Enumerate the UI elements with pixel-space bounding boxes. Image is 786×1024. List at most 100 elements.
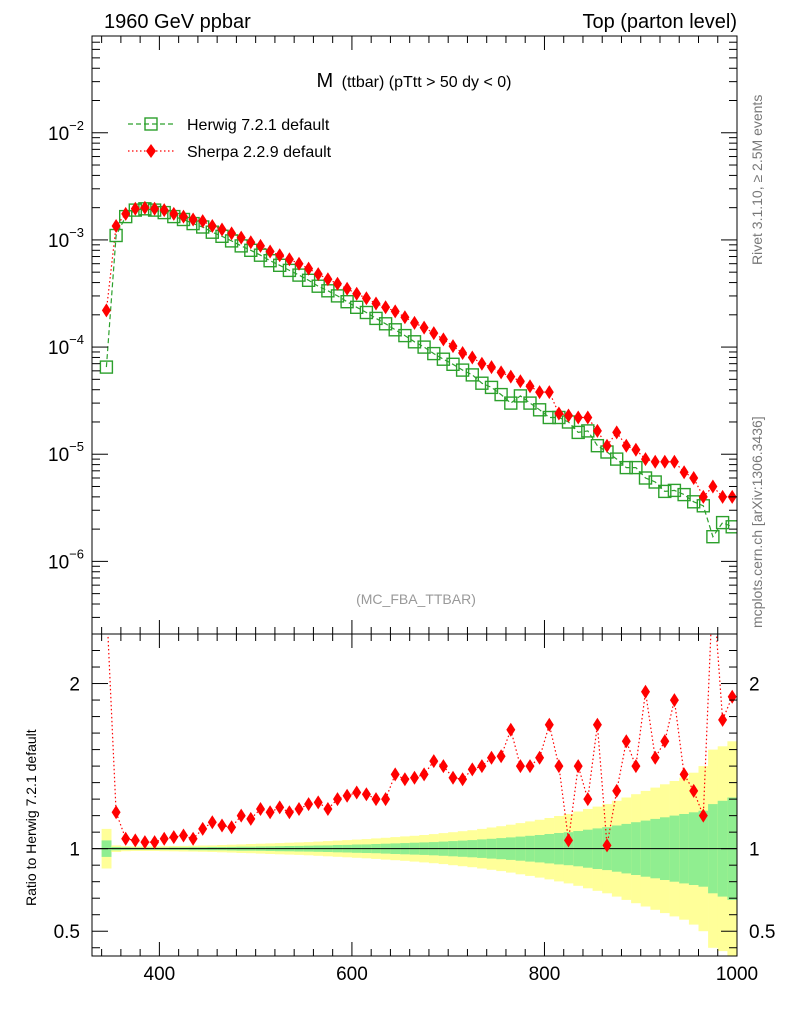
- sherpa-point: [179, 209, 188, 224]
- sherpa-point: [256, 238, 265, 253]
- herwig-point: [658, 484, 672, 499]
- y-tick-label: 10−5: [48, 439, 84, 466]
- sherpa-point: [525, 379, 535, 394]
- sherpa-point: [583, 410, 593, 425]
- sherpa-point: [554, 406, 564, 421]
- ratio-point: [515, 759, 525, 774]
- x-tick-label: 1000: [716, 964, 758, 985]
- sherpa-point: [313, 267, 323, 282]
- ratio-point: [111, 805, 121, 820]
- ratio-point: [150, 835, 160, 850]
- ratio-point: [390, 767, 400, 782]
- sherpa-point: [140, 200, 150, 215]
- ratio-point: [525, 759, 535, 774]
- ratio-point: [535, 750, 545, 765]
- ratio-point: [256, 802, 265, 816]
- ratio-point: [641, 684, 650, 699]
- sherpa-point: [458, 346, 468, 360]
- sherpa-point: [381, 300, 391, 315]
- legend-item-sherpa: Sherpa 2.2.9 default: [128, 144, 332, 161]
- sherpa-point: [101, 303, 111, 318]
- ratio-point: [130, 833, 140, 848]
- x-tick-label: 800: [529, 964, 561, 985]
- sherpa-point: [419, 320, 429, 335]
- ratio-point: [698, 808, 708, 823]
- herwig-point: [542, 410, 556, 425]
- mcplots-label: mcplots.cern.ch [arXiv:1306.3436]: [749, 416, 765, 628]
- herwig-point: [571, 425, 585, 440]
- sherpa-point: [188, 212, 198, 227]
- ratio-point: [140, 835, 150, 850]
- ratio-y-tick-label: 2: [69, 675, 80, 696]
- herwig-point: [706, 530, 720, 544]
- header-right: Top (parton level): [582, 11, 737, 33]
- herwig-point: [619, 460, 633, 475]
- y-tick-label: 10−2: [48, 118, 84, 145]
- ratio-point: [265, 805, 275, 820]
- ratio-ticks: [92, 633, 738, 956]
- sherpa-point: [342, 281, 352, 296]
- sherpa-point: [515, 374, 525, 389]
- sherpa-point: [612, 425, 622, 440]
- sherpa-point: [275, 248, 285, 263]
- sherpa-point: [217, 222, 227, 237]
- ratio-point: [506, 722, 516, 737]
- ratio-point: [602, 838, 612, 853]
- ratio-point: [275, 800, 285, 815]
- sherpa-point: [333, 276, 342, 291]
- ratio-point: [718, 712, 728, 727]
- main-ticks: [92, 35, 738, 634]
- sherpa-point: [669, 454, 679, 469]
- sherpa-point: [371, 296, 381, 311]
- x-tick-label: 600: [336, 964, 368, 985]
- x-tick-label: 400: [144, 964, 176, 985]
- plot-title-main: M: [317, 70, 334, 92]
- sherpa-point: [448, 339, 458, 354]
- sherpa-point: [130, 201, 140, 216]
- legend: Herwig 7.2.1 default Sherpa 2.2.9 defaul…: [128, 117, 332, 161]
- sherpa-point: [506, 369, 516, 384]
- ratio-point: [689, 783, 699, 798]
- ratio-point: [236, 808, 246, 823]
- sherpa-point: [689, 471, 699, 485]
- ratio-point: [400, 772, 410, 787]
- x-tick-labels: 400 600 800 1000: [144, 964, 759, 985]
- sherpa-point: [708, 479, 718, 494]
- ratio-point: [352, 785, 362, 800]
- ratio-point: [660, 734, 670, 749]
- ratio-point: [227, 820, 237, 835]
- ratio-point: [323, 802, 333, 816]
- ratio-point: [564, 833, 573, 848]
- ratio-y-tick-label: 0.5: [54, 922, 80, 943]
- ratio-point: [361, 787, 371, 802]
- ratio-point: [294, 802, 304, 816]
- sherpa-point: [660, 454, 670, 469]
- main-panel: 10−6 10−5 10−4 10−3 10−2 M (ttbar) (pTtt > 5…: [48, 35, 738, 635]
- ratio-point: [458, 772, 468, 787]
- y-tick-label: 10−4: [48, 332, 84, 359]
- plot-title-rest: (ttbar) (pTtt > 50 dy < 0): [342, 74, 512, 91]
- legend-label-sherpa: Sherpa 2.2.9 default: [187, 144, 332, 161]
- ratio-y-tick-labels: 0.5 0.5 1 1 2 2: [54, 675, 776, 944]
- herwig-point: [629, 460, 643, 475]
- ratio-point: [429, 754, 439, 769]
- herwig-point: [638, 471, 653, 485]
- sherpa-point: [410, 315, 419, 330]
- ratio-y-tick-label-right: 0.5: [749, 922, 775, 943]
- sherpa-point: [641, 452, 650, 467]
- sherpa-point: [304, 261, 314, 276]
- sherpa-point: [631, 442, 641, 457]
- herwig-point: [494, 387, 508, 402]
- sherpa-point: [429, 326, 439, 341]
- legend-item-herwig: Herwig 7.2.1 default: [128, 117, 330, 134]
- ratio-point: [487, 750, 496, 765]
- sherpa-point: [467, 350, 477, 365]
- sherpa-point: [477, 356, 487, 371]
- sherpa-point: [323, 272, 333, 287]
- series-line-0: [105, 208, 733, 539]
- main-marks: [99, 200, 737, 544]
- ratio-frame: [91, 633, 738, 957]
- sherpa-point: [227, 226, 237, 241]
- sherpa-point: [265, 244, 275, 259]
- ratio-point: [727, 689, 737, 704]
